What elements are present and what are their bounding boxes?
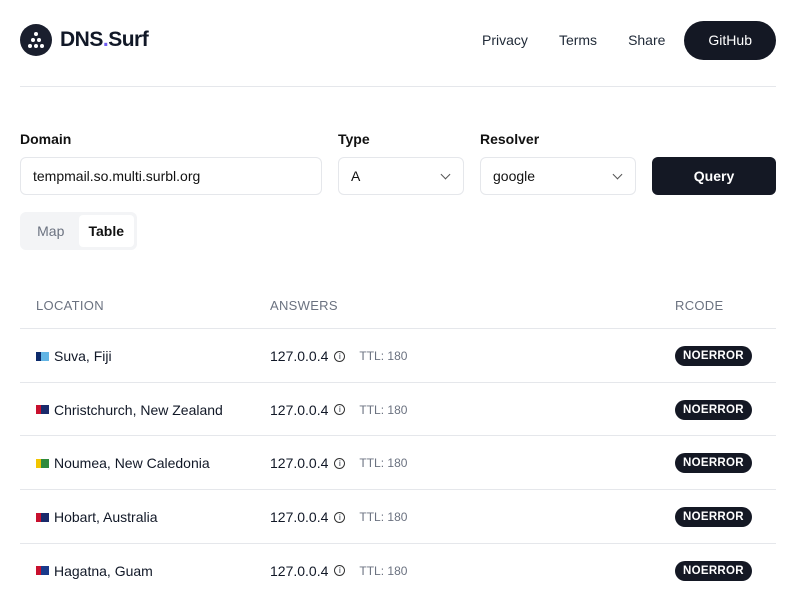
github-button[interactable]: GitHub [684,20,776,60]
answer-cell: 127.0.0.4 i TTL: 180 [270,402,407,418]
location-cell: Suva, Fiji [36,348,112,364]
tab-table[interactable]: Table [78,215,134,247]
table-row: Hagatna, Guam 127.0.0.4 i TTL: 180 NOERROR [20,542,776,597]
nav-share[interactable]: Share [628,32,666,48]
type-value: A [351,168,361,184]
flag-icon [36,458,49,468]
nav: Privacy Terms Share GitHub [482,20,776,60]
resolver-select[interactable]: google [480,157,636,195]
domain-input[interactable]: tempmail.so.multi.surbl.org [20,157,322,195]
nav-privacy[interactable]: Privacy [482,32,528,48]
rcode-badge: NOERROR [675,560,752,581]
ttl-value: TTL: 180 [359,563,408,578]
table-row: Christchurch, New Zealand 127.0.0.4 i TTL:… [20,381,776,436]
info-icon[interactable]: i [334,350,346,362]
location-name: Hobart, Australia [54,509,158,526]
flag-icon [36,405,49,415]
resolver-value: google [493,168,536,184]
rcode-badge: NOERROR [675,399,752,420]
logo-icon[interactable] [20,24,52,56]
location-cell: Hagatna, Guam [36,563,153,579]
table-row: Suva, Fiji 127.0.0.4 i TTL: 180 NOERROR [20,328,776,382]
ttl-value: TTL: 180 [359,402,408,417]
brand-dot: . [102,28,109,51]
answer-value: 127.0.0.4 [270,455,329,472]
info-icon[interactable]: i [334,511,346,523]
table-row: Hobart, Australia 127.0.0.4 i TTL: 180 NOE… [20,489,776,543]
rcode-badge: NOERROR [675,453,752,474]
rcode-badge: NOERROR [675,346,752,366]
header: DNS.Surf Privacy Terms Share GitHub [20,20,776,60]
location-cell: Noumea, New Caledonia [36,455,210,471]
type-select[interactable]: A [338,157,464,195]
answer-cell: 127.0.0.4 i TTL: 180 [270,455,407,471]
answer-value: 127.0.0.4 [270,401,329,418]
flag-icon [36,351,49,361]
location-name: Hagatna, Guam [54,562,153,579]
ttl-value: TTL: 180 [359,349,408,363]
answer-cell: 127.0.0.4 i TTL: 180 [270,509,407,525]
header-rcode: RCODE [675,298,724,313]
info-icon[interactable]: i [334,457,346,469]
location-name: Christchurch, New Zealand [54,401,223,418]
rcode-badge: NOERROR [675,507,752,528]
answer-value: 127.0.0.4 [270,348,329,364]
location-cell: Hobart, Australia [36,509,158,525]
flag-icon [36,512,49,522]
table-row: Noumea, New Caledonia 127.0.0.4 i TTL: 180… [20,435,776,489]
answer-cell: 127.0.0.4 i TTL: 180 [270,563,407,579]
info-icon[interactable]: i [334,404,346,416]
ttl-value: TTL: 180 [359,510,408,525]
location-cell: Christchurch, New Zealand [36,402,223,418]
answer-cell: 127.0.0.4 i TTL: 180 [270,348,407,364]
header-answers: ANSWERS [270,298,338,313]
flag-icon [36,566,49,576]
location-name: Suva, Fiji [54,348,112,364]
nav-terms[interactable]: Terms [558,32,598,48]
brand-main: DNS [60,28,103,51]
query-button[interactable]: Query [652,157,776,195]
header-location: LOCATION [36,298,104,313]
type-label: Type [338,131,370,147]
brand-suffix: Surf [108,28,149,51]
info-icon[interactable]: i [334,565,346,577]
domain-label: Domain [20,131,72,147]
chevron-down-icon [612,169,623,180]
location-name: Noumea, New Caledonia [54,455,210,472]
answer-value: 127.0.0.4 [270,562,329,579]
resolver-label: Resolver [480,131,540,147]
brand-name[interactable]: DNS.Surf [60,28,149,52]
answer-value: 127.0.0.4 [270,509,329,526]
tab-map[interactable]: Map [37,223,65,239]
divider [20,86,776,87]
ttl-value: TTL: 180 [359,456,408,471]
chevron-down-icon [440,169,451,180]
view-toggle: Map Table [20,212,137,250]
